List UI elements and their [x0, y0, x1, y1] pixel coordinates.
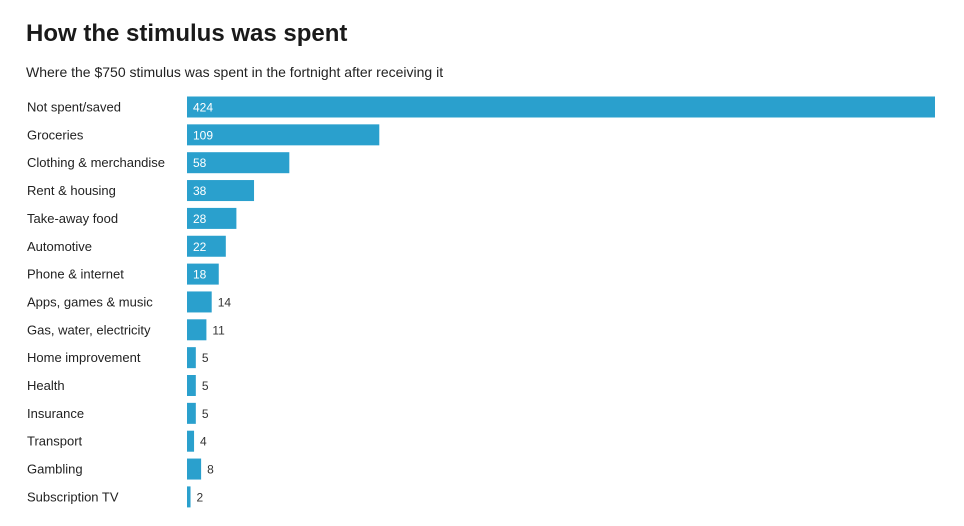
- bar: [187, 291, 212, 313]
- category-label: Gas, water, electricity: [27, 322, 151, 337]
- category-label: Phone & internet: [27, 267, 124, 282]
- value-label: 22: [193, 240, 207, 254]
- bar: [187, 96, 935, 118]
- value-label: 5: [202, 379, 209, 393]
- value-label: 58: [193, 156, 207, 170]
- value-label: 2: [197, 490, 204, 504]
- chart-title: How the stimulus was spent: [26, 20, 348, 47]
- category-label: Take-away food: [27, 211, 118, 226]
- category-label: Groceries: [27, 127, 84, 142]
- bar: [187, 347, 196, 369]
- bar: [187, 124, 380, 146]
- value-label: 38: [193, 184, 207, 198]
- value-label: 109: [193, 128, 213, 142]
- bar: [187, 319, 207, 341]
- chart-subtitle: Where the $750 stimulus was spent in the…: [26, 64, 444, 80]
- category-label: Rent & housing: [27, 183, 116, 198]
- value-label: 11: [212, 323, 225, 337]
- category-label: Home improvement: [27, 350, 141, 365]
- bar: [187, 207, 237, 229]
- value-label: 8: [207, 463, 214, 477]
- value-label: 4: [200, 435, 207, 449]
- value-label: 5: [202, 407, 209, 421]
- category-label: Automotive: [27, 239, 92, 254]
- value-label: 5: [202, 351, 209, 365]
- value-label: 28: [193, 212, 207, 226]
- category-label: Apps, games & music: [27, 294, 153, 309]
- bar: [187, 235, 226, 257]
- category-label: Gambling: [27, 462, 83, 477]
- category-label: Clothing & merchandise: [27, 155, 165, 170]
- category-label: Transport: [27, 434, 83, 449]
- category-label: Health: [27, 378, 65, 393]
- bar: [187, 458, 202, 480]
- bar: [187, 486, 191, 508]
- bar: [187, 152, 290, 174]
- category-label: Subscription TV: [27, 489, 119, 504]
- value-label: 18: [193, 268, 207, 282]
- value-label: 424: [193, 101, 213, 115]
- value-label: 14: [218, 295, 232, 309]
- category-label: Insurance: [27, 406, 84, 421]
- category-label: Not spent/saved: [27, 100, 121, 115]
- bar: [187, 402, 196, 424]
- bar: [187, 375, 196, 396]
- bar: [187, 263, 219, 285]
- bar: [187, 430, 195, 452]
- bar: [187, 180, 255, 202]
